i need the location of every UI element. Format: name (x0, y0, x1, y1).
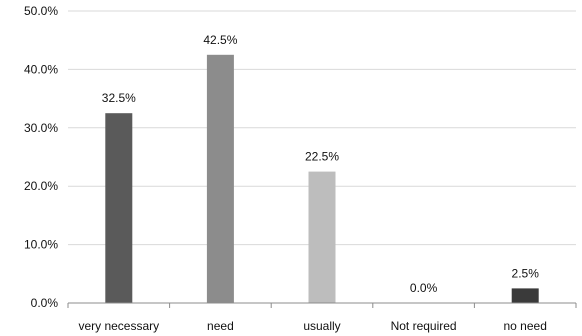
x-axis-labels: very necessary need usually Not required no … (78, 319, 546, 333)
x-category-label: no need (504, 319, 547, 333)
y-tick-label: 20.0% (24, 179, 58, 193)
x-category-label: very necessary (78, 319, 159, 333)
x-axis (67, 302, 577, 308)
bar (308, 171, 336, 303)
x-category-label: usually (303, 319, 340, 333)
data-label: 2.5% (512, 266, 540, 280)
data-label: 42.5% (203, 33, 237, 47)
y-axis-ticks: 0.0% 10.0% 20.0% 30.0% 40.0% 50.0% (24, 4, 58, 310)
x-category-label: need (207, 319, 234, 333)
bar (206, 54, 234, 303)
y-tick-label: 30.0% (24, 121, 58, 135)
bar (511, 288, 539, 303)
data-label: 22.5% (305, 150, 339, 164)
bars (105, 54, 539, 303)
data-label: 32.5% (102, 91, 136, 105)
data-label: 0.0% (410, 281, 438, 295)
y-tick-label: 10.0% (24, 238, 58, 252)
bar (105, 113, 133, 303)
y-tick-label: 0.0% (31, 296, 59, 310)
gridlines (68, 10, 576, 246)
x-category-label: Not required (391, 319, 457, 333)
y-tick-label: 50.0% (24, 4, 58, 18)
data-labels: 32.5% 42.5% 22.5% 0.0% 2.5% (102, 33, 539, 295)
y-tick-label: 40.0% (24, 62, 58, 76)
